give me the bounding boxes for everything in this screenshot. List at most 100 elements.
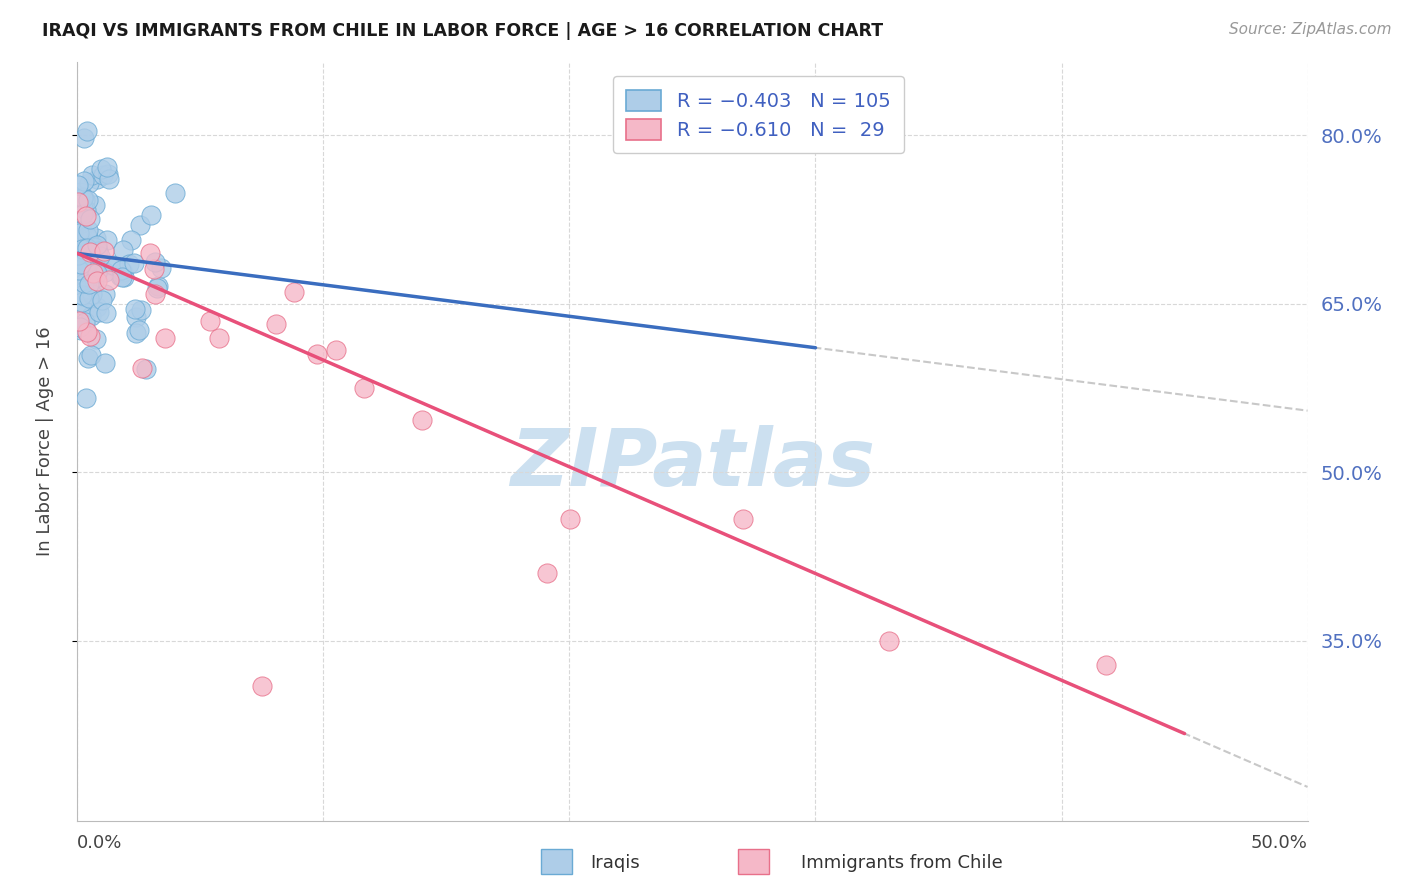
Point [110,263,132,277]
Point [66,194,89,209]
Point [97,167,120,181]
Point [82,266,104,280]
Point [77,351,100,365]
Point [90,162,112,177]
Point [67,314,90,328]
Point [536,566,558,581]
Point [75,254,97,268]
Point [75,324,97,338]
Point [76,241,98,255]
Point [69,319,91,334]
Point [83,274,105,288]
Point [80,239,103,253]
Point [111,269,134,284]
Point [75,210,97,224]
Point [77,176,100,190]
Point [69,196,91,211]
Point [72,289,94,303]
Point [125,326,148,340]
Point [84,198,107,212]
Point [96,160,118,174]
Point [82,168,104,182]
Point [86,274,108,288]
Point [76,274,98,288]
Text: 50.0%: 50.0% [1251,834,1308,852]
Point [150,261,173,276]
Point [250,679,273,693]
Point [138,245,160,260]
Point [96,233,118,247]
Point [67,227,90,241]
Point [80,286,103,301]
Point [76,230,98,244]
Point [75,202,97,217]
Point [90,293,112,308]
Text: Source: ZipAtlas.com: Source: ZipAtlas.com [1229,22,1392,37]
Point [111,265,134,279]
Point [77,238,100,252]
Text: ZIPatlas: ZIPatlas [510,425,875,503]
Point [72,294,94,309]
Point [86,266,108,280]
Point [118,257,141,271]
Point [198,314,221,328]
Point [266,317,288,331]
Point [69,244,91,259]
Point [86,238,108,252]
Point [111,243,134,257]
Point [108,268,131,283]
Point [75,315,97,329]
Point [124,310,146,325]
Point [76,124,98,138]
Point [75,243,97,257]
Point [83,240,105,254]
Point [67,178,90,192]
Point [75,300,97,314]
Point [70,186,93,200]
Point [96,306,118,320]
Point [879,634,901,648]
Y-axis label: In Labor Force | Age > 16: In Labor Force | Age > 16 [35,326,53,557]
Point [73,260,96,274]
Point [86,300,108,314]
Point [97,171,120,186]
Text: Immigrants from Chile: Immigrants from Chile [801,854,1002,871]
Point [143,286,166,301]
Point [94,286,117,301]
Point [70,323,93,337]
Point [87,305,110,319]
Point [87,244,110,259]
Point [66,248,89,262]
Point [72,223,94,237]
Point [67,196,90,211]
Point [75,391,97,405]
Point [80,243,103,257]
Point [75,244,97,259]
Point [89,249,111,263]
Point [67,246,90,260]
Point [80,309,103,323]
Point [93,265,115,279]
Point [73,174,96,188]
Point [79,211,101,226]
Point [558,512,581,526]
Point [69,263,91,277]
Point [72,189,94,203]
Point [146,279,169,293]
Point [129,303,152,318]
Point [124,301,146,316]
Point [73,194,96,208]
Point [70,287,93,301]
Point [307,347,329,361]
Point [72,191,94,205]
Point [97,273,120,287]
Point [72,207,94,221]
Point [72,131,94,145]
Point [146,281,169,295]
Point [86,231,108,245]
Point [100,258,122,272]
Point [91,169,114,183]
Point [353,381,375,395]
Text: 0.0%: 0.0% [77,834,122,852]
Point [84,332,107,346]
